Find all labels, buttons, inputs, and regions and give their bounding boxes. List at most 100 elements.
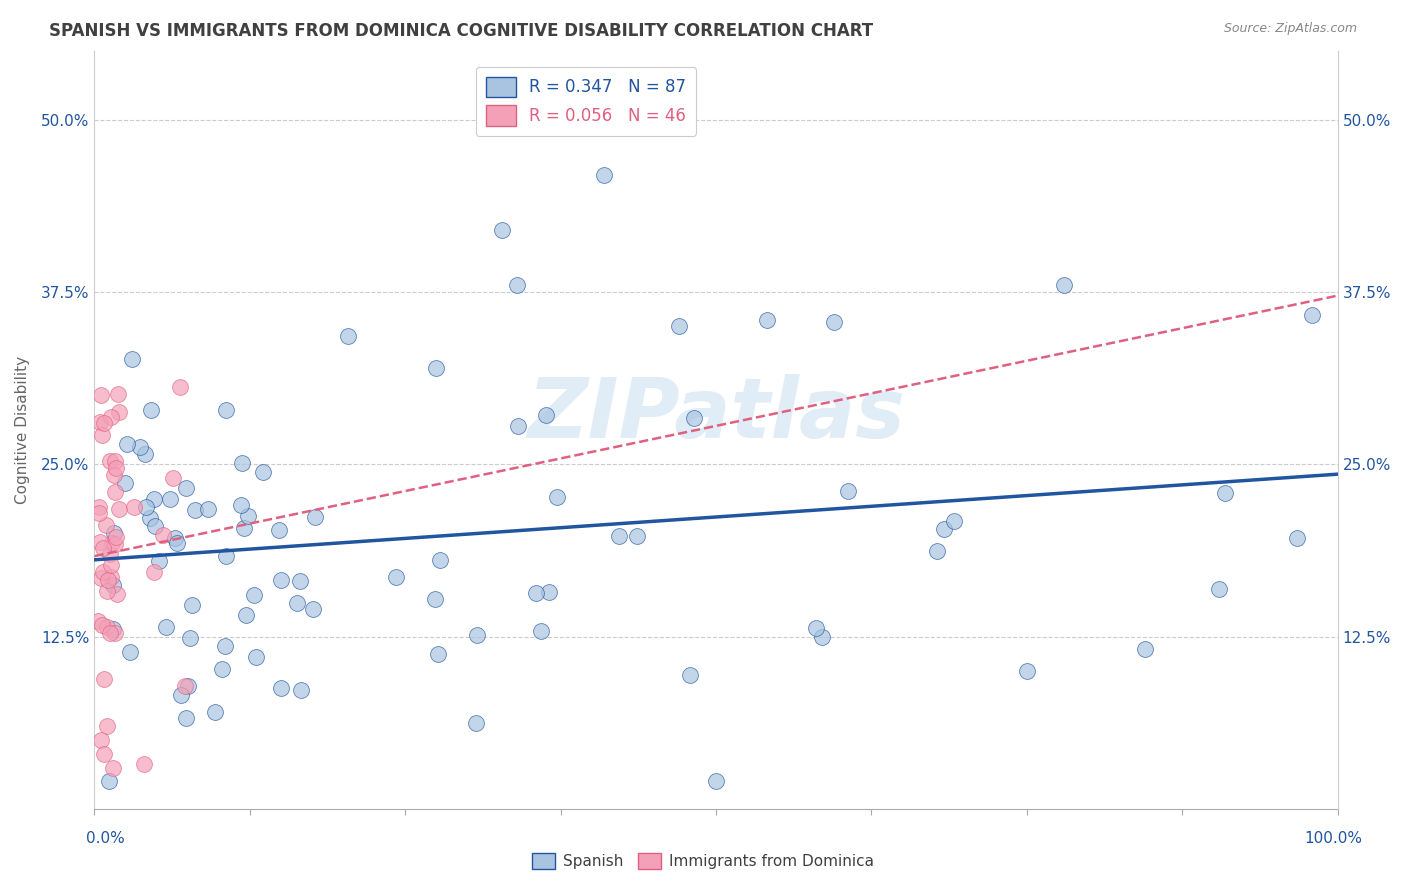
Point [108,404,131,418]
Point [302,602,325,616]
Point [465,715,488,730]
Point [93,565,115,579]
Point [155,620,177,634]
Point [139,403,162,417]
Point [100,558,122,572]
Point [120,645,142,659]
Point [1208,582,1230,597]
Point [197,502,219,516]
Point [142,491,165,506]
Point [134,447,156,461]
Point [101,622,124,636]
Point [181,598,204,612]
Point [506,418,529,433]
Point [270,681,292,695]
Point [103,468,125,483]
Point [121,351,143,366]
Point [93,747,115,761]
Point [285,596,308,610]
Point [159,492,181,507]
Point [214,639,236,653]
Point [245,650,267,665]
Point [104,485,127,500]
Point [174,481,197,495]
Point [823,315,845,329]
Point [96,620,118,634]
Point [682,410,704,425]
Point [1133,641,1156,656]
Point [101,761,124,775]
Point [232,521,254,535]
Point [139,511,162,525]
Point [135,500,157,514]
Point [925,544,948,558]
Point [184,503,207,517]
Point [152,528,174,542]
Point [607,529,630,543]
Point [465,628,488,642]
Point [425,360,447,375]
Point [204,705,226,719]
Point [756,313,779,327]
Point [1285,531,1308,545]
Point [98,454,121,468]
Point [107,387,129,401]
Point [162,471,184,485]
Point [211,662,233,676]
Point [429,552,451,566]
Point [423,592,446,607]
Point [122,500,145,515]
Point [804,621,827,635]
Point [104,530,127,544]
Point [506,278,529,293]
Point [87,500,110,514]
Legend: R = 0.347   N = 87, R = 0.056   N = 46: R = 0.347 N = 87, R = 0.056 N = 46 [475,67,696,136]
Point [104,537,127,551]
Point [811,630,834,644]
Point [96,719,118,733]
Text: Source: ZipAtlas.com: Source: ZipAtlas.com [1223,22,1357,36]
Point [100,570,122,584]
Point [96,518,118,533]
Point [427,647,450,661]
Point [385,570,408,584]
Point [103,625,125,640]
Point [163,531,186,545]
Point [132,756,155,771]
Point [166,536,188,550]
Point [534,408,557,422]
Point [269,523,291,537]
Point [129,440,152,454]
Point [89,416,111,430]
Text: ZIPatlas: ZIPatlas [527,374,905,455]
Y-axis label: Cognitive Disability: Cognitive Disability [15,356,30,504]
Point [101,578,124,592]
Point [104,454,127,468]
Point [215,549,238,563]
Point [943,514,966,528]
Point [91,541,114,555]
Point [115,436,138,450]
Point [93,672,115,686]
Point [236,508,259,523]
Point [174,710,197,724]
Point [252,466,274,480]
Point [678,668,700,682]
Point [114,476,136,491]
Point [1053,278,1076,293]
Legend: Spanish, Immigrants from Dominica: Spanish, Immigrants from Dominica [526,847,880,875]
Point [93,416,115,430]
Point [91,618,114,632]
Point [491,223,513,237]
Point [538,585,561,599]
Point [270,573,292,587]
Point [704,774,727,789]
Point [169,379,191,393]
Point [103,526,125,541]
Point [290,683,312,698]
Point [524,586,547,600]
Point [177,679,200,693]
Point [107,501,129,516]
Point [100,410,122,425]
Point [98,774,121,789]
